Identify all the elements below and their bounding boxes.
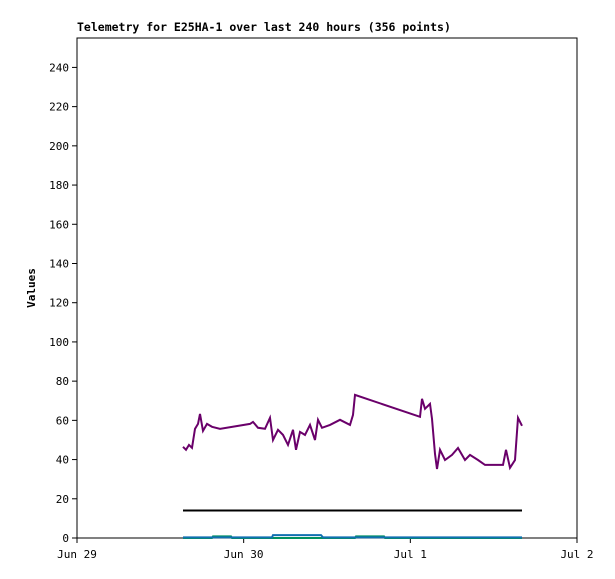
- y-tick-label: 60: [56, 414, 69, 427]
- y-tick-label: 200: [49, 140, 69, 153]
- series-line: [182, 393, 523, 471]
- y-tick-label: 100: [49, 336, 69, 349]
- y-tick-label: 40: [56, 454, 69, 467]
- y-tick-label: 80: [56, 375, 69, 388]
- y-tick-label: 140: [49, 257, 69, 270]
- y-tick-label: 240: [49, 61, 69, 74]
- plot-frame: [76, 37, 578, 539]
- y-tick-label: 160: [49, 218, 69, 231]
- y-tick-label: 220: [49, 101, 69, 114]
- series-line: [183, 534, 522, 539]
- y-tick-label: 180: [49, 179, 69, 192]
- y-tick-label: 0: [62, 532, 69, 545]
- x-tick-label: Jul 1: [394, 548, 427, 561]
- y-tick-label: 120: [49, 297, 69, 310]
- y-tick-label: 20: [56, 493, 69, 506]
- x-tick-label: Jul 2: [560, 548, 593, 561]
- x-tick-label: Jun 29: [57, 548, 97, 561]
- chart-title: Telemetry for E25HA-1 over last 240 hour…: [77, 20, 451, 34]
- y-axis-title: Values: [25, 268, 38, 308]
- x-tick-label: Jun 30: [224, 548, 264, 561]
